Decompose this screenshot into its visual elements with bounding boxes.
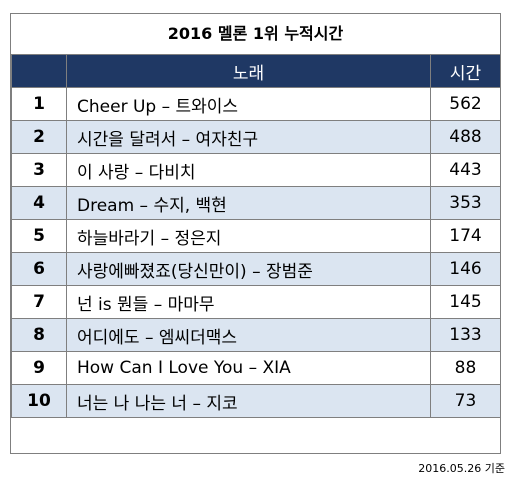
table-row: 10 너는 나 나는 너 – 지코 73 xyxy=(11,384,501,418)
time-cell: 443 xyxy=(430,153,501,187)
song-cell: 너는 나 나는 너 – 지코 xyxy=(66,384,431,418)
song-cell: 어디에도 – 엠씨더맥스 xyxy=(66,318,431,352)
ranking-table: 노래 시간 1 Cheer Up – 트와이스 562 2 시간을 달려서 – 여자친구… xyxy=(11,54,501,418)
time-cell: 145 xyxy=(430,285,501,319)
song-cell: 하늘바라기 – 정은지 xyxy=(66,219,431,253)
rank-cell: 5 xyxy=(11,219,67,253)
table-row: 4 Dream – 수지, 백현 353 xyxy=(11,186,501,220)
header-song: 노래 xyxy=(66,54,431,88)
time-cell: 133 xyxy=(430,318,501,352)
header-time: 시간 xyxy=(430,54,501,88)
rank-cell: 4 xyxy=(11,186,67,220)
table-row: 1 Cheer Up – 트와이스 562 xyxy=(11,87,501,121)
rank-cell: 2 xyxy=(11,120,67,154)
time-cell: 88 xyxy=(430,351,501,385)
table-row: 9 How Can I Love You – XIA 88 xyxy=(11,351,501,385)
time-cell: 353 xyxy=(430,186,501,220)
rank-cell: 10 xyxy=(11,384,67,418)
rank-cell: 6 xyxy=(11,252,67,286)
time-cell: 146 xyxy=(430,252,501,286)
song-cell: 사랑에빠졌죠(당신만이) – 장범준 xyxy=(66,252,431,286)
song-cell: 이 사랑 – 다비치 xyxy=(66,153,431,187)
table-row: 2 시간을 달려서 – 여자친구 488 xyxy=(11,120,501,154)
table-row: 6 사랑에빠졌죠(당신만이) – 장범준 146 xyxy=(11,252,501,286)
header-rank xyxy=(11,54,67,88)
rank-cell: 9 xyxy=(11,351,67,385)
footnote: 2016.05.26 기준 xyxy=(418,462,505,475)
time-cell: 73 xyxy=(430,384,501,418)
rank-cell: 7 xyxy=(11,285,67,319)
rank-cell: 3 xyxy=(11,153,67,187)
song-cell: How Can I Love You – XIA xyxy=(66,351,431,385)
header-row: 노래 시간 xyxy=(11,54,501,88)
time-cell: 562 xyxy=(430,87,501,121)
time-cell: 488 xyxy=(430,120,501,154)
song-cell: 넌 is 뭔들 – 마마무 xyxy=(66,285,431,319)
song-cell: 시간을 달려서 – 여자친구 xyxy=(66,120,431,154)
table-frame: 2016 멜론 1위 누적시간 노래 시간 1 Cheer Up – 트와이스 56… xyxy=(10,13,501,454)
table-row: 8 어디에도 – 엠씨더맥스 133 xyxy=(11,318,501,352)
table-title: 2016 멜론 1위 누적시간 xyxy=(167,24,344,43)
time-cell: 174 xyxy=(430,219,501,253)
rank-cell: 1 xyxy=(11,87,67,121)
song-cell: Dream – 수지, 백현 xyxy=(66,186,431,220)
song-cell: Cheer Up – 트와이스 xyxy=(66,87,431,121)
rank-cell: 8 xyxy=(11,318,67,352)
table-row: 5 하늘바라기 – 정은지 174 xyxy=(11,219,501,253)
